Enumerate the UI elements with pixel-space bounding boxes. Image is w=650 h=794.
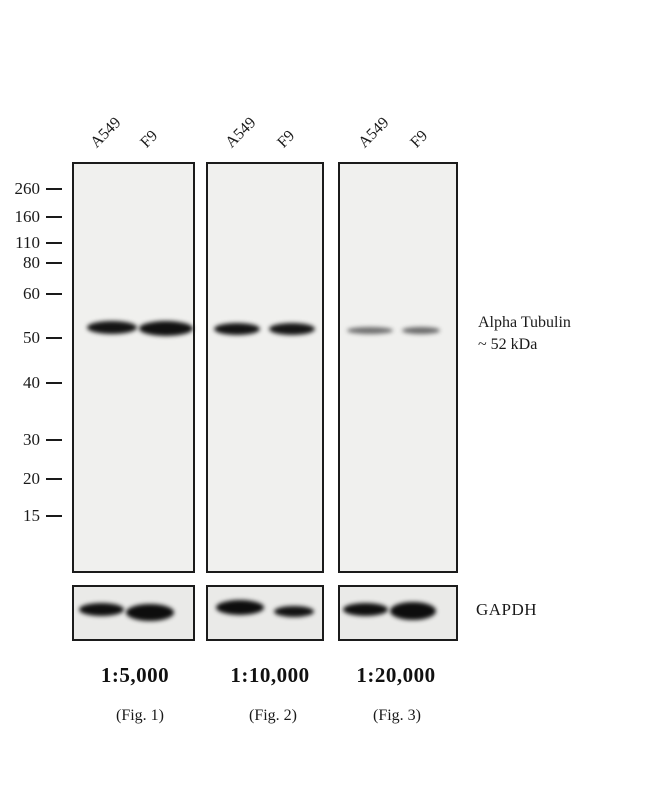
gapdh-panel-fig3 (338, 585, 458, 641)
mw-marker-row: 40 (0, 374, 64, 392)
target-annotation: Alpha Tubulin ~ 52 kDa (478, 312, 571, 356)
mw-marker-label: 60 (23, 284, 40, 303)
dilution-label: 1:10,000 (230, 663, 310, 687)
mw-marker-row: 30 (0, 431, 64, 449)
fig-number-label: (Fig. 2) (249, 707, 297, 724)
mw-tick-line (46, 382, 62, 384)
gapdh-band-f9 (390, 602, 436, 620)
tubulin-band-a549 (214, 323, 260, 335)
mw-marker-row: 160 (0, 208, 64, 226)
gapdh-panel-fig2 (206, 585, 324, 641)
mw-tick-line (46, 439, 62, 441)
mw-tick-line (46, 293, 62, 295)
mw-marker-label: 50 (23, 328, 40, 347)
fig-number-label: (Fig. 3) (373, 707, 421, 724)
mw-marker-row: 80 (0, 254, 64, 272)
mw-marker-row: 20 (0, 470, 64, 488)
mw-tick-line (46, 216, 62, 218)
target-name-label: Alpha Tubulin (478, 314, 571, 331)
mw-marker-row: 60 (0, 285, 64, 303)
lane-label-a549: A549 (355, 114, 393, 152)
tubulin-band-f9 (402, 326, 440, 334)
mw-tick-line (46, 262, 62, 264)
loading-control-label: GAPDH (476, 600, 538, 619)
mw-marker-label: 40 (23, 373, 40, 392)
gapdh-band-a549 (216, 599, 264, 615)
dilution-label: 1:5,000 (100, 663, 170, 687)
mw-tick-line (46, 242, 62, 244)
tubulin-band-f9 (139, 320, 193, 336)
lane-label-a549: A549 (222, 114, 260, 152)
mw-marker-label: 260 (14, 179, 41, 198)
mw-marker-label: 80 (23, 253, 40, 272)
mw-tick-line (46, 188, 62, 190)
mw-marker-label: 160 (14, 207, 41, 226)
mw-marker-label: 15 (23, 506, 40, 525)
lane-label-f9: F9 (407, 127, 432, 152)
tubulin-band-f9 (269, 323, 315, 335)
lane-label-f9: F9 (274, 127, 299, 152)
mw-tick-line (46, 515, 62, 517)
blot-panel-fig3 (338, 162, 458, 573)
lane-label-f9: F9 (137, 127, 162, 152)
mw-tick-line (46, 478, 62, 480)
blot-panel-fig2 (206, 162, 324, 573)
mw-marker-row: 260 (0, 180, 64, 198)
mw-tick-line (46, 337, 62, 339)
gapdh-band-a549 (79, 602, 124, 616)
gapdh-band-a549 (343, 602, 388, 616)
tubulin-band-a549 (347, 326, 393, 334)
mw-marker-label: 20 (23, 469, 40, 488)
tubulin-band-a549 (87, 320, 137, 334)
target-mw-label: ~ 52 kDa (478, 336, 538, 353)
mw-marker-label: 30 (23, 430, 40, 449)
mw-marker-row: 50 (0, 329, 64, 347)
gapdh-panel-fig1 (72, 585, 195, 641)
gapdh-band-f9 (274, 605, 314, 617)
mw-marker-label: 110 (15, 233, 40, 252)
dilution-label: 1:20,000 (356, 663, 436, 687)
fig-number-label: (Fig. 1) (116, 707, 164, 724)
lane-label-a549: A549 (87, 114, 125, 152)
mw-marker-row: 110 (0, 234, 64, 252)
mw-marker-row: 15 (0, 507, 64, 525)
blot-panel-fig1 (72, 162, 195, 573)
gapdh-band-f9 (126, 603, 174, 621)
